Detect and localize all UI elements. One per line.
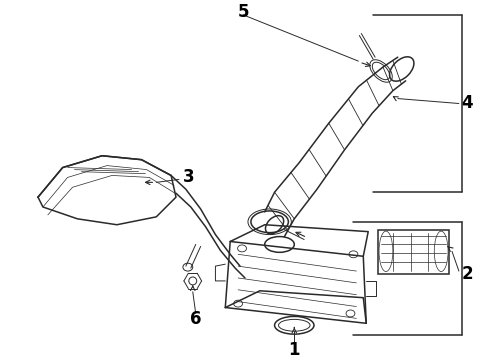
Text: 6: 6 [190,310,201,328]
Text: 1: 1 [289,341,300,359]
Bar [378,230,449,274]
Text: 5: 5 [237,3,249,21]
Text: 4: 4 [461,94,472,112]
Text: 2: 2 [462,265,473,283]
Text: 3: 3 [183,168,195,186]
